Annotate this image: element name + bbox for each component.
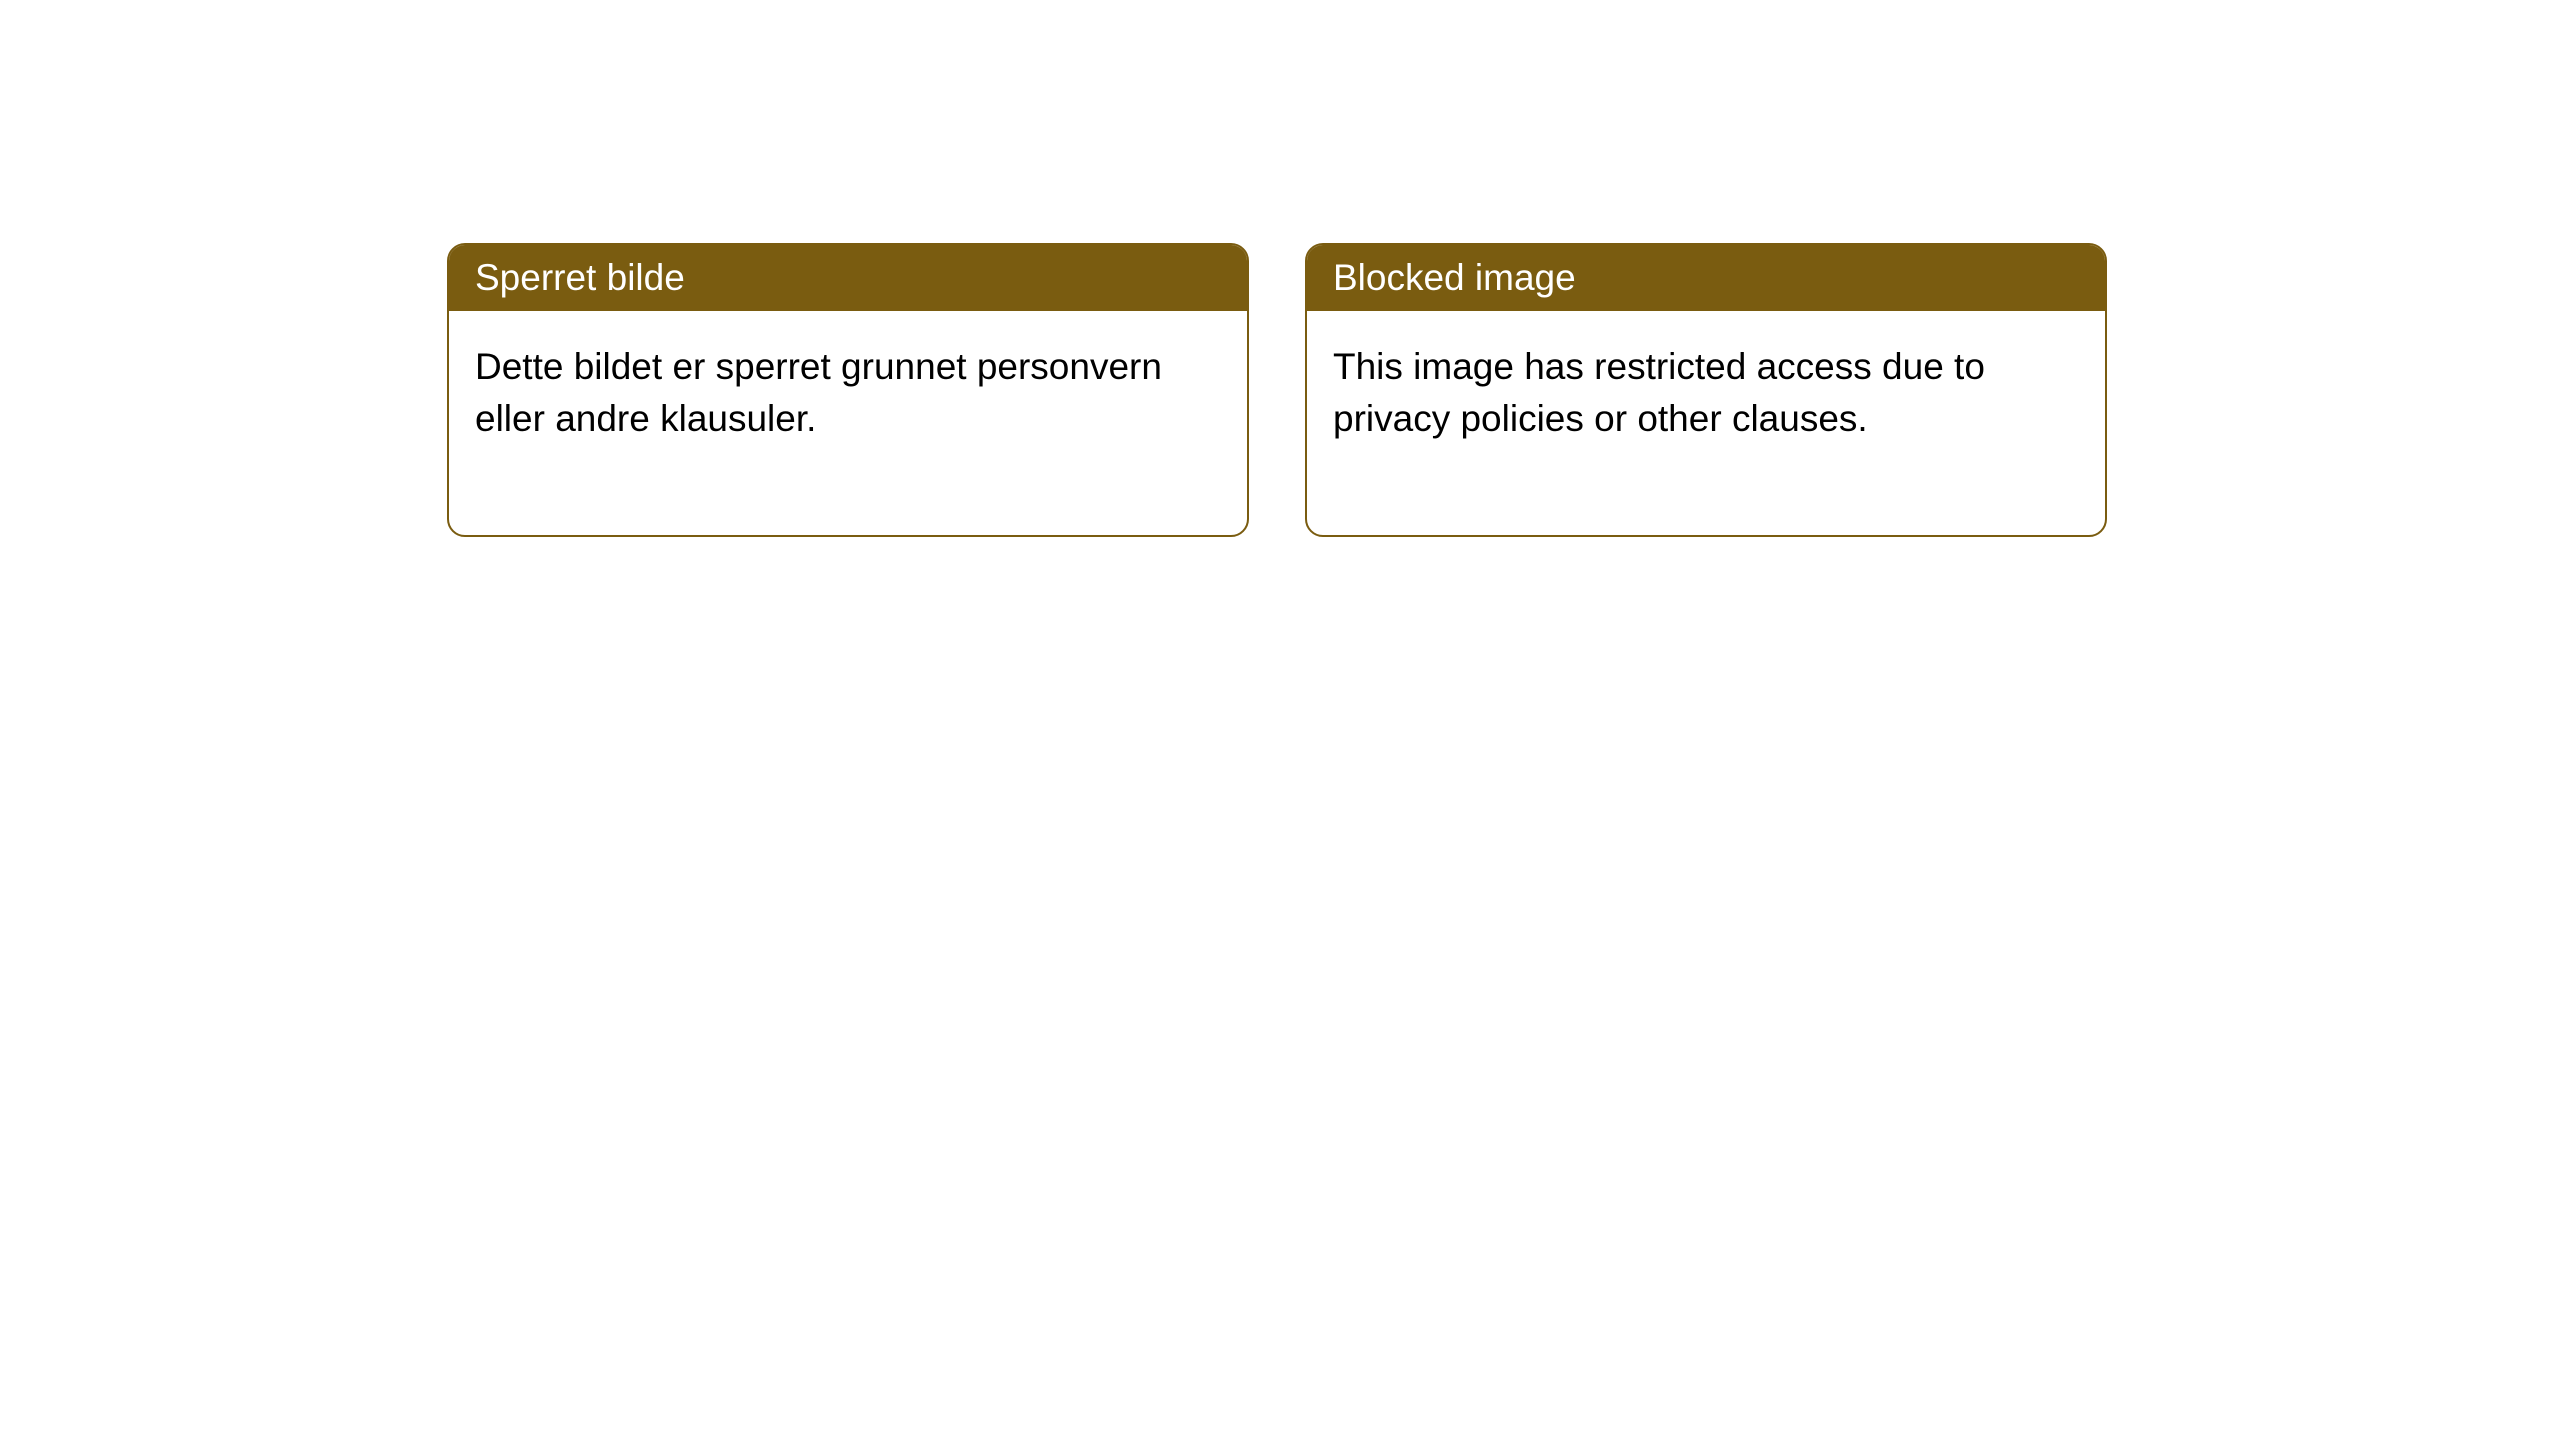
notice-body-en: This image has restricted access due to … xyxy=(1307,311,2105,535)
notice-card-en: Blocked image This image has restricted … xyxy=(1305,243,2107,537)
notice-body-no: Dette bildet er sperret grunnet personve… xyxy=(449,311,1247,535)
notice-header-no: Sperret bilde xyxy=(449,245,1247,311)
notice-header-en: Blocked image xyxy=(1307,245,2105,311)
notice-container: Sperret bilde Dette bildet er sperret gr… xyxy=(447,243,2560,537)
notice-card-no: Sperret bilde Dette bildet er sperret gr… xyxy=(447,243,1249,537)
